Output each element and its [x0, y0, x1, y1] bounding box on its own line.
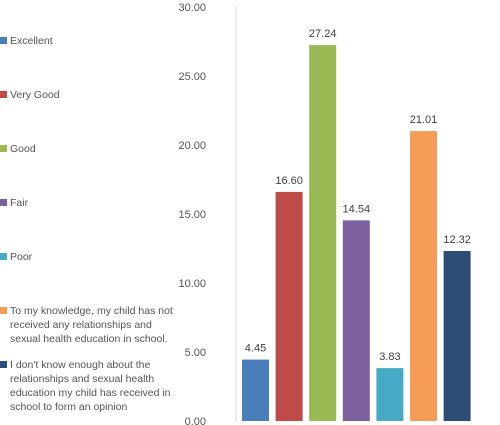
legend-item: Very Good: [0, 88, 175, 102]
legend-item: Poor: [0, 250, 175, 264]
legend-swatch: [0, 253, 7, 260]
legend-swatch: [0, 145, 7, 152]
legend-swatch: [0, 37, 7, 44]
data-label: 4.45: [245, 343, 266, 355]
bar: [242, 359, 269, 421]
legend-item: Fair: [0, 196, 175, 210]
chart-legend: Excellent Very Good Good Fair Poor To my know…: [0, 0, 175, 425]
y-tick-label: 20.00: [178, 140, 206, 152]
legend-label: Good: [10, 143, 36, 155]
bar: [410, 131, 437, 421]
data-label: 16.60: [275, 175, 303, 187]
y-tick-label: 15.00: [178, 209, 206, 221]
legend-item: To my knowledge, my child has not receiv…: [0, 304, 175, 346]
legend-label: Poor: [10, 251, 33, 263]
y-tick-label: 10.00: [178, 278, 206, 290]
legend-swatch: [0, 361, 7, 368]
data-label: 27.24: [309, 28, 337, 40]
bar: [342, 220, 370, 421]
legend-swatch: [0, 307, 7, 314]
legend-swatch: [0, 91, 7, 98]
legend-item: Excellent: [0, 34, 175, 48]
data-label: 12.32: [443, 234, 471, 246]
bar: [376, 368, 404, 421]
legend-label: I don't know enough about the relationsh…: [10, 359, 171, 413]
legend-item: I don't know enough about the relationsh…: [0, 358, 175, 414]
legend-label: Fair: [10, 197, 29, 209]
data-label: 14.54: [343, 203, 371, 215]
bar: [309, 45, 337, 421]
legend-label: Very Good: [10, 89, 60, 101]
y-tick-label: 30.00: [178, 2, 206, 14]
bar: [443, 250, 471, 421]
bar: [275, 191, 303, 421]
y-tick-label: 0.00: [185, 416, 206, 425]
legend-label: Excellent: [10, 35, 53, 47]
legend-swatch: [0, 199, 7, 206]
y-tick-label: 25.00: [178, 71, 206, 83]
data-label: 21.01: [410, 114, 438, 126]
y-tick-label: 5.00: [185, 347, 206, 359]
legend-label: To my knowledge, my child has not receiv…: [10, 305, 173, 345]
data-label: 3.83: [379, 351, 400, 363]
legend-item: Good: [0, 142, 175, 156]
